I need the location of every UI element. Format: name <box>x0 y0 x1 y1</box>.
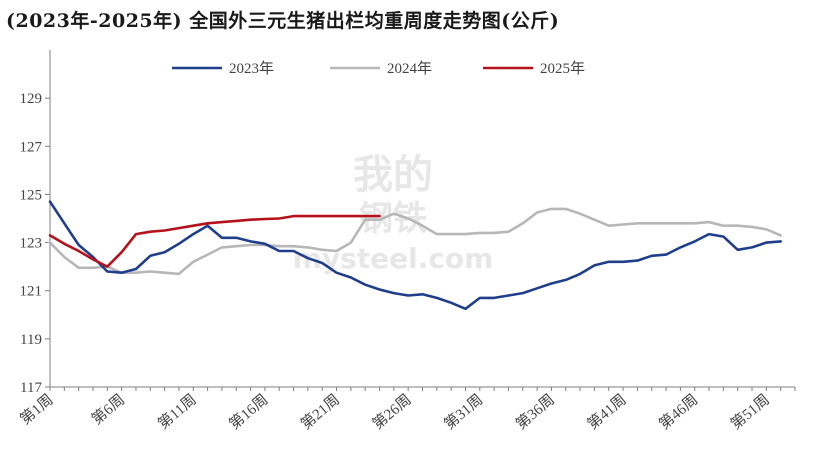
x-tick-label: 第51周 <box>727 390 773 433</box>
y-tick-label: 123 <box>20 236 43 252</box>
x-tick-label: 第6周 <box>88 390 128 428</box>
x-tick-label: 第41周 <box>584 390 630 433</box>
x-tick-label: 第16周 <box>225 390 271 433</box>
legend-label: 2025年 <box>540 60 585 77</box>
y-tick-label: 129 <box>20 91 43 107</box>
x-tick-label: 第21周 <box>297 390 343 433</box>
series-line-2024年 <box>48 207 783 276</box>
series-line-2023年 <box>48 200 783 311</box>
x-tick-label: 第36周 <box>512 390 558 433</box>
chart-title: (2023年-2025年) 全国外三元生猪出栏均重周度走势图(公斤) <box>6 10 560 32</box>
x-tick-label: 第46周 <box>655 390 701 433</box>
legend: 2023年 2024年 2025年 <box>172 60 585 77</box>
y-tick-label: 121 <box>20 284 43 300</box>
x-tick-label: 第26周 <box>369 390 415 433</box>
legend-label: 2024年 <box>387 60 432 77</box>
watermark-url: mysteel.com <box>293 242 494 275</box>
watermark-line1: 我的 <box>353 152 433 198</box>
series-lines <box>48 200 783 311</box>
y-tick-label: 119 <box>20 332 42 348</box>
y-tick-label: 127 <box>20 139 43 155</box>
x-tick-label: 第11周 <box>154 390 200 432</box>
legend-label: 2023年 <box>229 60 274 77</box>
y-tick-label: 125 <box>20 187 43 203</box>
y-tick-label: 117 <box>20 380 42 396</box>
series-line-2025年 <box>48 214 381 268</box>
x-tick-label: 第31周 <box>440 390 486 433</box>
